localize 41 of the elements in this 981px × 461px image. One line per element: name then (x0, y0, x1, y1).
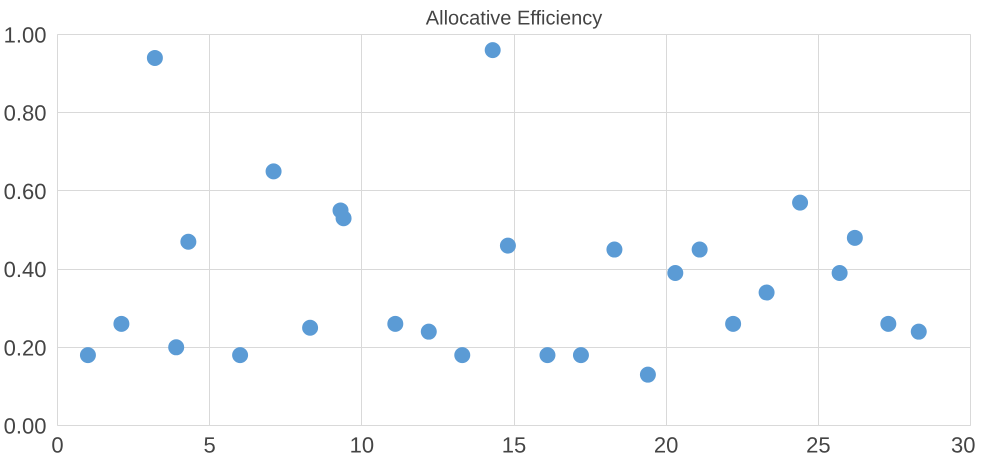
point (484, 42, 501, 58)
point (454, 347, 470, 364)
point (168, 339, 184, 356)
x-tick-label: 10 (350, 432, 374, 458)
y-tick-label: 0.00 (4, 414, 47, 438)
point (266, 163, 282, 180)
point (846, 230, 863, 246)
point (302, 320, 318, 336)
point (387, 316, 404, 332)
point (572, 347, 589, 364)
y-tick-label: 1.00 (4, 22, 47, 48)
x-tick-label: 5 (204, 432, 216, 458)
y-tick-label: 0.40 (4, 257, 47, 282)
point (910, 324, 927, 340)
y-tick-label: 0.60 (4, 178, 47, 204)
chart-title: Allocative Efficiency (426, 8, 602, 30)
y-tick-label: 0.20 (4, 335, 47, 360)
y-tick-label: 0.80 (4, 100, 47, 126)
point (180, 234, 196, 250)
point (146, 50, 163, 66)
point (232, 347, 248, 364)
point (725, 316, 742, 332)
x-tick-label: 30 (951, 432, 976, 458)
x-tick-label: 0 (51, 432, 64, 458)
point (667, 265, 684, 281)
point (758, 284, 775, 301)
point (420, 324, 437, 340)
point (792, 194, 808, 211)
point (539, 347, 556, 364)
point (832, 265, 848, 281)
point (500, 238, 516, 254)
x-tick-label: 25 (806, 432, 831, 458)
point (113, 316, 130, 332)
x-tick-label: 15 (502, 432, 526, 458)
x-tick-label: 20 (654, 432, 678, 458)
point (640, 366, 656, 383)
point (80, 347, 96, 364)
point (692, 242, 708, 258)
point (880, 316, 896, 332)
point (336, 210, 352, 226)
point (606, 242, 622, 258)
